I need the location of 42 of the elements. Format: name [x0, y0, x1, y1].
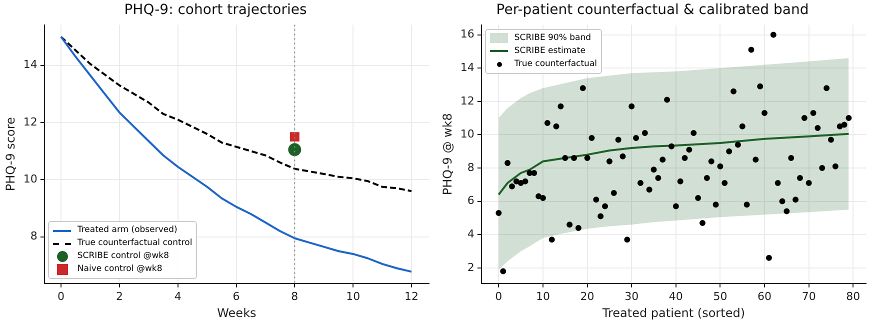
y-axis-title: PHQ-9 score — [3, 117, 18, 192]
legend-label: SCRIBE estimate — [514, 44, 586, 58]
legend-label: Treated arm (observed) — [77, 224, 178, 238]
y-tick-label: 16 — [460, 28, 474, 41]
y-tick-label: 12 — [460, 94, 474, 108]
chart-title: PHQ-9: cohort trajectories — [124, 2, 307, 18]
x-tick-label: 4 — [174, 290, 182, 303]
x-axis-title: Weeks — [217, 306, 256, 320]
line-series — [60, 36, 412, 192]
y-axis-title: PHQ-9 @ wk8 — [440, 113, 454, 196]
y-tick-label: 14 — [23, 58, 38, 72]
x-tick-label: 70 — [802, 290, 816, 303]
x-tick-label: 30 — [624, 290, 639, 303]
x-tick-label: 10 — [536, 290, 550, 303]
y-tick-label: 4 — [467, 227, 474, 240]
legend-label: SCRIBE control @wk8 — [77, 250, 169, 264]
y-tick-label: 6 — [467, 194, 474, 208]
x-tick-label: 40 — [668, 290, 683, 303]
legend-label: True counterfactual control — [77, 237, 192, 250]
x-tick-label: 80 — [846, 290, 860, 303]
x-tick-label: 0 — [58, 290, 65, 303]
annotation: SCRIBE 90% band — [514, 32, 592, 45]
y-tick-label: 10 — [23, 172, 38, 186]
y-tick-label: 10 — [460, 128, 474, 141]
x-tick-label: 60 — [758, 290, 772, 303]
y-tick-label: 8 — [30, 230, 38, 243]
chart-title: Per-patient counterfactual & calibrated band — [496, 2, 809, 18]
y-tick-label: 2 — [467, 260, 474, 274]
legend-label: Naive control @wk8 — [77, 263, 162, 276]
x-tick-label: 2 — [116, 290, 123, 303]
x-tick-label: 10 — [346, 290, 360, 303]
x-tick-label: 6 — [232, 290, 240, 303]
y-tick-label: 8 — [467, 160, 474, 174]
x-axis-title: Treated patient (sorted) — [601, 306, 746, 320]
x-tick-label: 12 — [404, 290, 418, 303]
legend-label: True counterfactual — [514, 58, 598, 71]
x-tick-label: 0 — [495, 290, 502, 303]
x-tick-label: 50 — [713, 290, 728, 303]
x-tick-label: 20 — [580, 290, 594, 303]
y-tick-label: 12 — [23, 115, 38, 128]
y-tick-label: 14 — [460, 60, 474, 74]
x-tick-label: 8 — [291, 290, 298, 303]
